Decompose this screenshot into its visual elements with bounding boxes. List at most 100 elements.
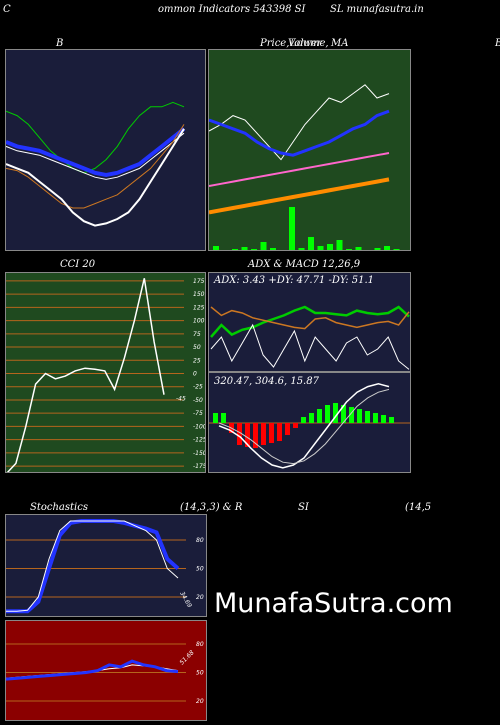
macd-hist-bar: [317, 409, 322, 423]
header-center: ommon Indicators 543398 SI: [158, 4, 306, 15]
cci-tick-label: 175: [193, 278, 205, 285]
rsi-tick-label: 50: [196, 670, 204, 677]
macd-hist-bar: [381, 415, 386, 423]
ma-blue-line: [209, 109, 390, 157]
cci-tick-label: -150: [193, 450, 206, 457]
volume-bar: [213, 246, 219, 250]
macd-line: [218, 383, 390, 469]
b-mid-blue-line: [6, 127, 186, 178]
volume-bar: [346, 249, 352, 250]
adx-chart: [210, 305, 410, 370]
price-title: Price,: [260, 38, 290, 49]
macd-panel: 320.47, 304.6, 15.87: [208, 372, 411, 473]
rsi-params: (14,5: [405, 502, 432, 513]
price-title-overlap: Lower: [290, 38, 322, 49]
b-upper-line: [6, 101, 185, 174]
adx-title: ADX & MACD 12,26,9: [248, 259, 361, 270]
b-title: B: [56, 38, 64, 49]
macd-hist-bar: [357, 409, 362, 423]
b-price-line: [6, 128, 185, 227]
cci-tick-label: -175: [193, 463, 206, 470]
cci-panel: 175 150 125 100 75 50 25 0 -25 -50 -75 -100 -125 -150…: [5, 272, 206, 473]
volume-bar: [232, 249, 238, 250]
cci-tick-label: 125: [193, 304, 205, 311]
rsi-tick-label: 20: [196, 698, 204, 705]
cci-line: [6, 278, 165, 472]
macd-hist-bar: [221, 413, 226, 423]
price-line: [209, 84, 390, 161]
rsi-tick-label: 80: [196, 641, 204, 648]
cci-tick-label: 75: [193, 331, 201, 338]
macd-hist-bar: [325, 405, 330, 423]
cci-tick-label: 150: [193, 291, 205, 298]
cci-tick-label: 50: [193, 344, 201, 351]
macd-hist-bar: [269, 423, 274, 443]
macd-hist-bar: [285, 423, 290, 435]
macd-chart: [209, 383, 410, 469]
macd-hist-bar: [349, 407, 354, 423]
volume-bar: [336, 240, 343, 250]
cci-last-label: -45: [176, 395, 186, 402]
b-chart: [6, 101, 186, 227]
price-title-volume: Volume,: [288, 38, 329, 49]
adx-line: [210, 323, 410, 370]
macd-hist-bar: [245, 423, 250, 447]
stoch-d-line: [6, 519, 180, 614]
volume-bar: [270, 248, 276, 250]
cci-tick-label: -75: [193, 410, 203, 417]
adx-panel: ADX: 3.43 +DY: 47.71 -DY: 51.1: [208, 272, 411, 372]
macd-hist-bar: [373, 413, 378, 423]
cci-chart: 175 150 125 100 75 50 25 0 -25 -50 -75 -100 -125 -150…: [6, 278, 206, 472]
macd-hist-bar: [341, 405, 346, 423]
stoch-title: Stochastics: [30, 502, 88, 513]
adx-minus-dy-line: [210, 306, 410, 330]
macd-hist-bar: [213, 413, 218, 423]
cci-tick-label: 100: [193, 318, 205, 325]
header-right: SL munafasutra.in: [330, 4, 424, 15]
cci-tick-label: -100: [193, 423, 206, 430]
stoch-panel: 80 50 20 34.69: [5, 514, 207, 617]
stoch-k-line: [6, 520, 179, 612]
volume-bar: [308, 237, 314, 250]
volume-bar: [251, 249, 257, 250]
volume-bar: [280, 250, 286, 251]
cci-tick-label: 0: [193, 371, 197, 378]
rsi-line: [6, 659, 179, 681]
volume-bar: [317, 246, 324, 250]
volume-bar: [384, 246, 390, 250]
macd-values: 320.47, 304.6, 15.87: [214, 376, 319, 387]
adx-values: ADX: 3.43 +DY: 47.71 -DY: 51.1: [214, 275, 375, 286]
macd-hist-bar: [365, 411, 370, 423]
watermark: MunafaSutra.com: [214, 588, 453, 619]
cci-tick-label: 25: [193, 357, 201, 364]
volume-bar: [374, 248, 381, 250]
cci-tick-label: -125: [193, 437, 206, 444]
rsi-title: SI: [298, 502, 309, 513]
price-title-ma: MA: [331, 38, 349, 49]
macd-signal-line: [218, 388, 390, 465]
rsi-last-label: 51.68: [178, 649, 195, 666]
macd-hist-bar: [277, 423, 282, 441]
rsi-panel: 80 50 20 51.68: [5, 620, 207, 721]
macd-hist-bar: [293, 423, 298, 428]
macd-hist-bar: [237, 423, 242, 445]
volume-bar: [393, 249, 400, 250]
macd-hist-bar: [309, 413, 314, 423]
far-right-label: B: [495, 38, 500, 49]
macd-hist-bar: [261, 423, 266, 445]
macd-hist-bar: [253, 423, 258, 448]
volume-bar: [260, 242, 267, 250]
volume-bar: [327, 244, 333, 250]
stoch-tick-label: 50: [196, 566, 204, 573]
macd-hist-bar: [301, 417, 306, 423]
adx-plus-dy-line: [210, 305, 410, 338]
stoch-tick-label: 20: [196, 594, 204, 601]
stoch-last-label: 34.69: [178, 591, 193, 610]
macd-hist-bar: [389, 417, 394, 423]
stoch-tick-label: 80: [196, 537, 204, 544]
rsi-chart: 80 50 20 51.68: [6, 641, 204, 705]
volume-bar: [298, 248, 305, 250]
volume-bar: [241, 247, 248, 250]
volume-bar: [289, 207, 295, 250]
